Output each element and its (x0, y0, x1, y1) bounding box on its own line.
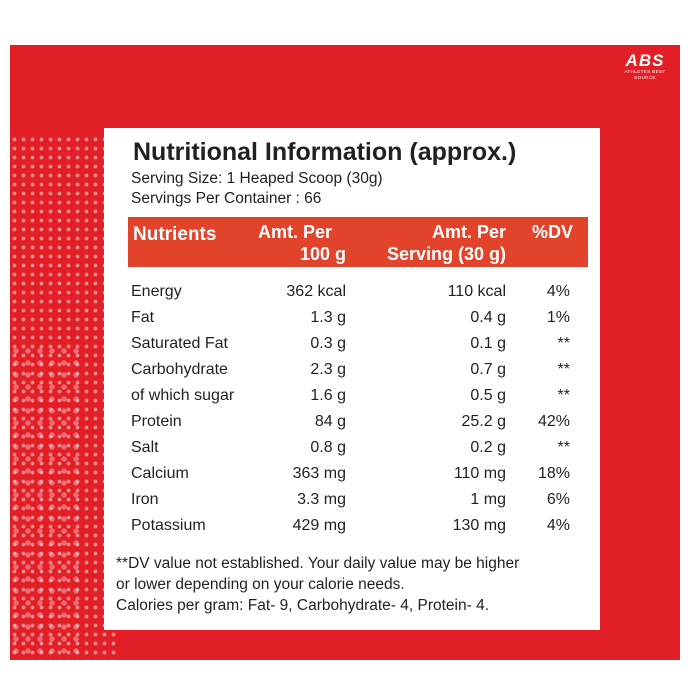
servings-per-container: Servings Per Container : 66 (131, 190, 322, 207)
abs-logo: ABS ATHLETES BEST SOURCE (614, 51, 676, 80)
amount-per-100g: 1.3 g (310, 309, 346, 326)
header-dv: %DV (531, 222, 573, 242)
table-row: Fat 1.3 g 0.4 g 1% (104, 308, 600, 330)
nutrient-name: Protein (131, 413, 182, 430)
amount-per-100g: 2.3 g (310, 361, 346, 378)
amount-per-100g: 0.8 g (310, 439, 346, 456)
header-perserving-line2: Serving (30 g) (386, 244, 506, 264)
amount-per-serving: 130 mg (452, 517, 506, 534)
amount-per-serving: 0.5 g (470, 387, 506, 404)
nutrition-label-card: Nutritional Information (approx.) Servin… (104, 128, 600, 630)
header-perserving-line1: Amt. Per (431, 222, 506, 242)
nutrient-name: Calcium (131, 465, 189, 482)
label-title: Nutritional Information (approx.) (133, 138, 517, 166)
amount-per-serving: 0.2 g (470, 439, 506, 456)
table-row: Protein 84 g 25.2 g 42% (104, 412, 600, 434)
daily-value: ** (557, 361, 570, 378)
header-per100-line1: Amt. Per (258, 222, 333, 242)
nutrient-name: Saturated Fat (131, 335, 228, 352)
daily-value: ** (557, 387, 570, 404)
table-header: Nutrients Amt. Per 100 g Amt. Per Servin… (128, 217, 588, 267)
logo-tagline: ATHLETES BEST SOURCE (624, 69, 666, 80)
nutrient-name: Carbohydrate (131, 361, 228, 378)
amount-per-100g: 362 kcal (286, 283, 346, 300)
serving-size: Serving Size: 1 Heaped Scoop (30g) (131, 170, 383, 187)
table-row: Calcium 363 mg 110 mg 18% (104, 464, 600, 486)
nutrient-name: Iron (131, 491, 159, 508)
amount-per-serving: 0.4 g (470, 309, 506, 326)
table-row: Salt 0.8 g 0.2 g ** (104, 438, 600, 460)
amount-per-serving: 110 kcal (447, 283, 506, 300)
amount-per-serving: 0.1 g (470, 335, 506, 352)
halftone-dot-pattern-large (10, 345, 80, 660)
footnote-line-1: **DV value not established. Your daily v… (116, 555, 520, 572)
daily-value: 42% (537, 413, 570, 430)
amount-per-100g: 0.3 g (310, 335, 346, 352)
table-row: Energy 362 kcal 110 kcal 4% (104, 282, 600, 304)
nutrient-name: Fat (131, 309, 155, 326)
nutrient-name: Potassium (131, 517, 206, 534)
daily-value: ** (557, 439, 570, 456)
nutrient-name: Salt (131, 439, 159, 456)
amount-per-100g: 84 g (314, 413, 346, 430)
daily-value: 6% (546, 491, 570, 508)
halftone-dot-pattern (10, 135, 120, 660)
amount-per-100g: 429 mg (292, 517, 346, 534)
footnote-line-3: Calories per gram: Fat- 9, Carbohydrate-… (116, 597, 490, 614)
amount-per-100g: 363 mg (292, 465, 346, 482)
table-row: Potassium 429 mg 130 mg 4% (104, 516, 600, 538)
amount-per-serving: 0.7 g (470, 361, 506, 378)
daily-value: 4% (546, 517, 570, 534)
amount-per-serving: 110 mg (453, 465, 506, 482)
table-row: Saturated Fat 0.3 g 0.1 g ** (104, 334, 600, 356)
footnote-line-2: or lower depending on your calorie needs… (116, 576, 405, 593)
header-nutrients: Nutrients (133, 224, 217, 245)
table-row: Iron 3.3 mg 1 mg 6% (104, 490, 600, 512)
header-per100-line2: 100 g (299, 244, 346, 264)
amount-per-100g: 3.3 mg (297, 491, 346, 508)
amount-per-serving: 1 mg (470, 491, 506, 508)
nutrient-name: of which sugar (131, 387, 235, 404)
daily-value: 18% (537, 465, 570, 482)
amount-per-serving: 25.2 g (461, 413, 506, 430)
daily-value: ** (557, 335, 570, 352)
daily-value: 4% (546, 283, 570, 300)
nutrient-name: Energy (131, 283, 182, 300)
daily-value: 1% (546, 309, 570, 326)
amount-per-100g: 1.6 g (310, 387, 346, 404)
table-row: Carbohydrate 2.3 g 0.7 g ** (104, 360, 600, 382)
table-row: of which sugar 1.6 g 0.5 g ** (104, 386, 600, 408)
logo-mark: ABS (625, 51, 665, 70)
